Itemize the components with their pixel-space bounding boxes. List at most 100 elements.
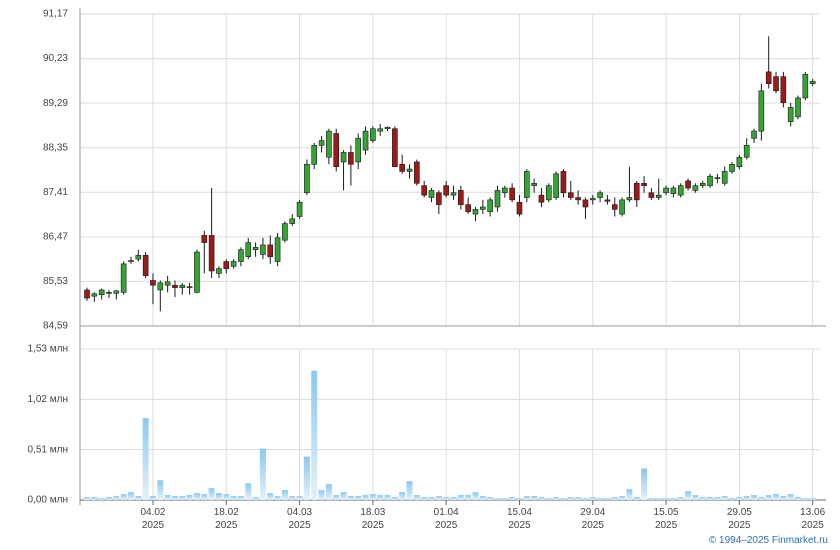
candle-body xyxy=(458,190,464,205)
candle-body xyxy=(575,197,581,201)
volume-bar xyxy=(729,498,736,500)
y-tick-label: 1,02 млн xyxy=(28,394,68,405)
volume-bar xyxy=(465,495,472,500)
volume-bar xyxy=(575,497,582,500)
volume-bar xyxy=(142,418,149,500)
candle-body xyxy=(179,284,186,288)
volume-bar xyxy=(274,496,281,500)
candle-body xyxy=(98,289,105,296)
volume-bar xyxy=(399,492,406,500)
candle-body xyxy=(120,263,127,293)
y-tick-label: 1,53 млн xyxy=(28,344,68,355)
candle-body xyxy=(787,107,794,122)
candle-body xyxy=(340,152,347,163)
volume-bar xyxy=(377,495,384,500)
x-tick-label: 04.03 2025 xyxy=(287,507,313,531)
candle-body xyxy=(685,180,691,189)
volume-bar xyxy=(655,498,662,500)
candle-body xyxy=(128,260,134,262)
candle-body xyxy=(707,175,713,186)
volume-bar xyxy=(479,496,486,500)
volume-bar xyxy=(289,496,296,500)
volume-bar xyxy=(84,497,90,500)
candle-body xyxy=(260,244,266,255)
volume-bar xyxy=(780,496,787,500)
volume-bar xyxy=(743,496,750,500)
candle-body xyxy=(91,293,98,297)
candle-body xyxy=(106,292,112,294)
volume-bar xyxy=(127,492,134,500)
x-tick-label: 15.04 2025 xyxy=(506,507,532,531)
volume-bar xyxy=(795,497,802,500)
volume-bar xyxy=(362,495,369,500)
candle-body xyxy=(436,192,442,205)
candle-body xyxy=(780,76,787,103)
candle-body xyxy=(326,130,332,158)
volume-bar xyxy=(487,497,494,500)
x-tick-label: 04.02 2025 xyxy=(140,507,166,531)
candle-body xyxy=(443,185,449,196)
candle-body xyxy=(274,237,281,262)
volume-bar xyxy=(501,498,508,500)
candle-body xyxy=(509,187,515,201)
volume-bar xyxy=(340,492,347,500)
candle-body xyxy=(296,201,303,217)
volume-bar xyxy=(267,493,274,500)
volume-bar xyxy=(538,497,545,500)
volume-bar xyxy=(384,495,391,500)
candle-body xyxy=(743,145,750,158)
candle-body xyxy=(157,282,164,291)
volume-bar xyxy=(179,496,186,500)
volume-bar xyxy=(193,493,200,500)
volume-bar xyxy=(677,497,684,500)
volume-bar xyxy=(567,497,574,500)
candle-body xyxy=(216,268,222,274)
candle-body xyxy=(245,242,252,258)
candle-body xyxy=(333,133,340,167)
volume-bar xyxy=(633,497,640,500)
volume-bar xyxy=(457,495,464,500)
candle-body xyxy=(736,156,743,167)
volume-bar xyxy=(758,497,765,500)
volume-bar xyxy=(421,497,428,500)
volume-bar xyxy=(648,498,655,500)
candle-body xyxy=(194,251,200,293)
candle-body xyxy=(172,284,178,288)
candle-body xyxy=(370,128,376,141)
x-tick-label: 29.04 2025 xyxy=(580,507,606,531)
candle-body xyxy=(545,185,552,201)
candle-body xyxy=(641,182,647,186)
volume-bar xyxy=(208,488,215,500)
candle-body xyxy=(648,192,655,198)
volume-bar xyxy=(201,494,208,500)
volume-bar xyxy=(685,491,692,500)
volume-bar xyxy=(98,498,105,500)
volume-bar xyxy=(120,494,127,500)
y-tick-label: 88,35 xyxy=(43,142,68,153)
y-tick-label: 91,17 xyxy=(43,9,68,20)
x-tick-label: 01.04 2025 xyxy=(433,507,459,531)
volume-bar xyxy=(215,493,222,500)
y-tick-label: 89,29 xyxy=(43,98,68,109)
candle-body xyxy=(655,194,662,198)
candle-body xyxy=(553,173,559,198)
volume-bar xyxy=(164,495,171,500)
candle-body xyxy=(663,187,669,194)
candle-body xyxy=(355,137,362,163)
volume-bar xyxy=(311,370,318,500)
candle-body xyxy=(633,182,640,201)
volume-bar xyxy=(252,497,259,500)
candle-body xyxy=(480,206,486,210)
volume-bar xyxy=(641,468,648,500)
volume-bar xyxy=(545,498,552,500)
candle-body xyxy=(267,244,274,258)
candle-body xyxy=(523,171,530,198)
volume-bar xyxy=(787,494,794,500)
volume-bar xyxy=(318,490,325,500)
candle-body xyxy=(751,130,757,139)
volume-bar xyxy=(450,497,457,500)
volume-bar xyxy=(245,483,252,500)
candle-body xyxy=(502,187,508,194)
volume-bar xyxy=(135,496,142,500)
candle-body xyxy=(392,128,398,167)
